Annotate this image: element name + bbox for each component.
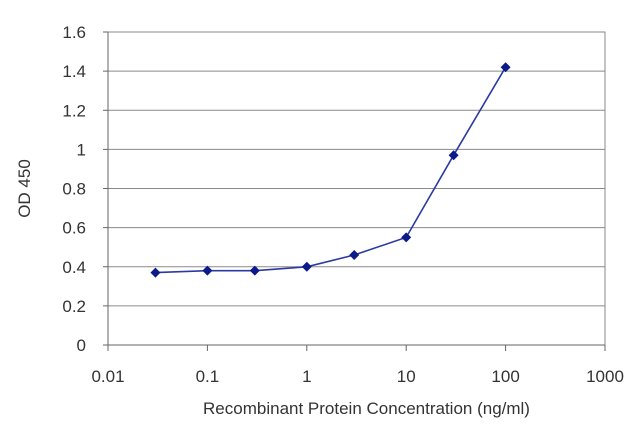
y-tick-label: 1.4: [62, 62, 86, 81]
series-line: [155, 66, 507, 274]
data-point-marker: [401, 232, 412, 243]
data-point-marker: [301, 261, 312, 272]
x-tick-label: 0.01: [91, 367, 124, 386]
x-tick-label: 10: [397, 367, 416, 386]
x-axis-title: Recombinant Protein Concentration (ng/ml…: [203, 399, 530, 418]
x-tick-label: 0.1: [196, 367, 220, 386]
axes: 0 0.2 0.4 0.6 0.8 1 1.2 1.4 1.6 0.01 0.1 1 10 100 1000: [62, 23, 624, 386]
y-tick-label: 0: [77, 336, 86, 355]
data-point-marker: [249, 265, 260, 276]
data-series: [150, 62, 511, 278]
y-tick-label: 0.4: [62, 258, 86, 277]
x-tick-label: 100: [491, 367, 519, 386]
y-tick-label: 0.2: [62, 297, 86, 316]
x-tick-label: 1: [302, 367, 311, 386]
y-tick-label: 1: [77, 140, 86, 159]
data-point-marker: [202, 265, 213, 276]
data-point-marker: [448, 150, 459, 161]
y-tick-label: 1.2: [62, 101, 86, 120]
y-axis-title: OD 450: [15, 159, 34, 218]
y-tick-label: 0.8: [62, 180, 86, 199]
y-tick-label: 1.6: [62, 23, 86, 42]
grid-lines: [108, 31, 605, 307]
x-tick-label: 1000: [586, 367, 624, 386]
y-tick-label: 0.6: [62, 219, 86, 238]
data-point-marker: [500, 62, 511, 73]
data-point-marker: [150, 267, 161, 278]
data-point-marker: [349, 250, 360, 261]
